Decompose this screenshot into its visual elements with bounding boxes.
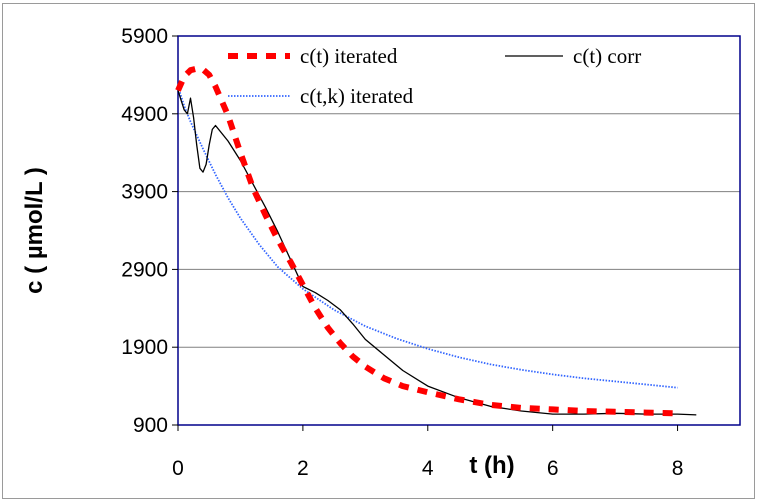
series-line-1	[175, 65, 678, 417]
series-lines	[175, 65, 697, 417]
y-tick-label: 900	[133, 414, 168, 437]
x-tick-label: 8	[672, 457, 684, 480]
legend-label-3: c(t,k) iterated	[300, 84, 414, 108]
x-tick-label: 0	[172, 457, 184, 480]
y-tick-label: 4900	[121, 103, 168, 126]
x-tick-labels: 0 2 4 6 8	[172, 425, 683, 480]
x-tick-label: 4	[422, 457, 434, 480]
plot-area	[177, 35, 741, 426]
legend: c(t) iterated c(t) corr c(t,k) iterated	[228, 44, 641, 108]
y-tick-labels: 900 1900 2900 3900 4900 5900	[121, 25, 178, 437]
y-tick-label: 2900	[121, 258, 168, 281]
x-tick-label: 2	[297, 457, 309, 480]
y-axis-title: c ( µmol/L )	[21, 167, 48, 294]
grid-lines	[178, 35, 740, 426]
legend-label-2: c(t) corr	[573, 44, 641, 68]
series-line-3	[177, 86, 678, 389]
legend-label-1: c(t) iterated	[300, 44, 398, 68]
x-axis-title: t (h)	[469, 452, 514, 479]
y-tick-label: 5900	[121, 25, 168, 48]
y-tick-label: 3900	[121, 181, 168, 204]
x-tick-label: 6	[547, 457, 559, 480]
chart-frame	[2, 3, 755, 499]
y-tick-label: 1900	[121, 336, 168, 359]
series-line-2	[177, 90, 697, 416]
